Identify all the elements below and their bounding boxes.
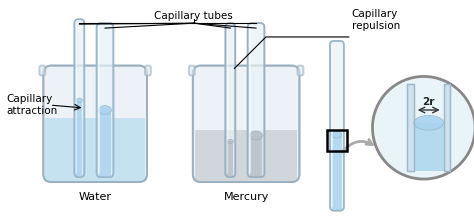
Text: Capillary
repulsion: Capillary repulsion	[352, 9, 400, 31]
Text: 2r: 2r	[422, 97, 435, 107]
FancyBboxPatch shape	[330, 41, 344, 211]
Bar	[331, 45, 333, 207]
FancyBboxPatch shape	[189, 66, 195, 75]
Bar	[250, 136, 263, 177]
Ellipse shape	[373, 76, 474, 179]
FancyBboxPatch shape	[193, 66, 300, 182]
FancyBboxPatch shape	[74, 19, 84, 177]
Ellipse shape	[76, 98, 82, 102]
Bar	[407, 84, 414, 171]
Text: Capillary
attraction: Capillary attraction	[6, 94, 57, 116]
Ellipse shape	[250, 131, 263, 140]
Bar	[46, 118, 145, 182]
FancyBboxPatch shape	[97, 23, 113, 177]
Bar	[98, 27, 100, 173]
Bar	[444, 84, 450, 171]
Ellipse shape	[228, 139, 233, 144]
Bar	[249, 27, 251, 173]
Bar	[76, 100, 82, 177]
FancyBboxPatch shape	[298, 66, 303, 75]
Bar	[414, 123, 444, 171]
Ellipse shape	[332, 131, 342, 138]
Bar	[227, 27, 228, 173]
Bar	[195, 130, 298, 182]
Bar	[76, 23, 77, 173]
Text: Capillary tubes: Capillary tubes	[155, 11, 233, 21]
Bar	[407, 84, 414, 171]
Text: Water: Water	[79, 192, 112, 202]
Text: Mercury: Mercury	[223, 192, 269, 202]
Bar	[99, 110, 111, 177]
Bar	[444, 84, 450, 171]
Bar	[327, 130, 347, 151]
FancyBboxPatch shape	[145, 66, 151, 75]
FancyBboxPatch shape	[43, 66, 147, 182]
Ellipse shape	[414, 116, 444, 130]
FancyBboxPatch shape	[247, 23, 264, 177]
Bar	[332, 135, 342, 211]
FancyBboxPatch shape	[226, 23, 235, 177]
Ellipse shape	[99, 106, 111, 115]
Bar	[228, 141, 233, 177]
FancyBboxPatch shape	[39, 66, 46, 75]
